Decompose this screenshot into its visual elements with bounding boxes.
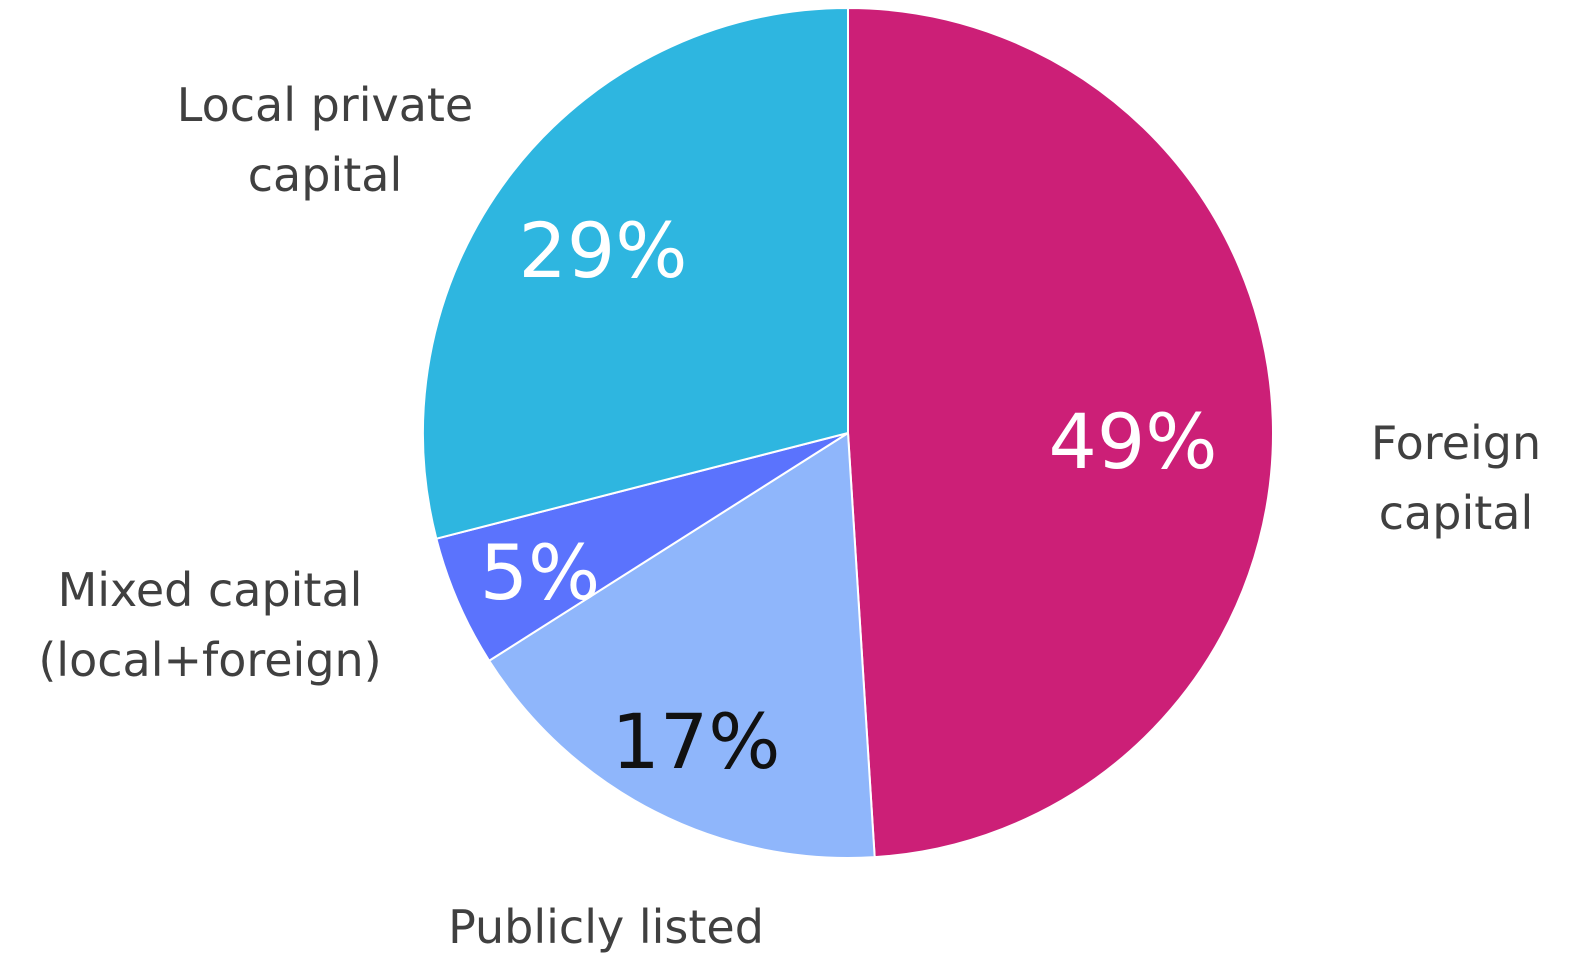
- category-label: Local private capital: [176, 78, 474, 202]
- value-label: 5%: [480, 528, 601, 617]
- category-label: Foreign capital: [1370, 416, 1542, 540]
- pie-slice: [422, 6, 849, 540]
- category-label: Mixed capital (local+foreign): [38, 563, 382, 687]
- category-label: Publicly listed: [448, 900, 764, 954]
- value-label: 49%: [1049, 397, 1218, 486]
- value-label: 29%: [519, 206, 688, 295]
- value-label: 17%: [612, 697, 781, 786]
- pie-slice: [847, 6, 1274, 859]
- pie-slice: [487, 431, 876, 859]
